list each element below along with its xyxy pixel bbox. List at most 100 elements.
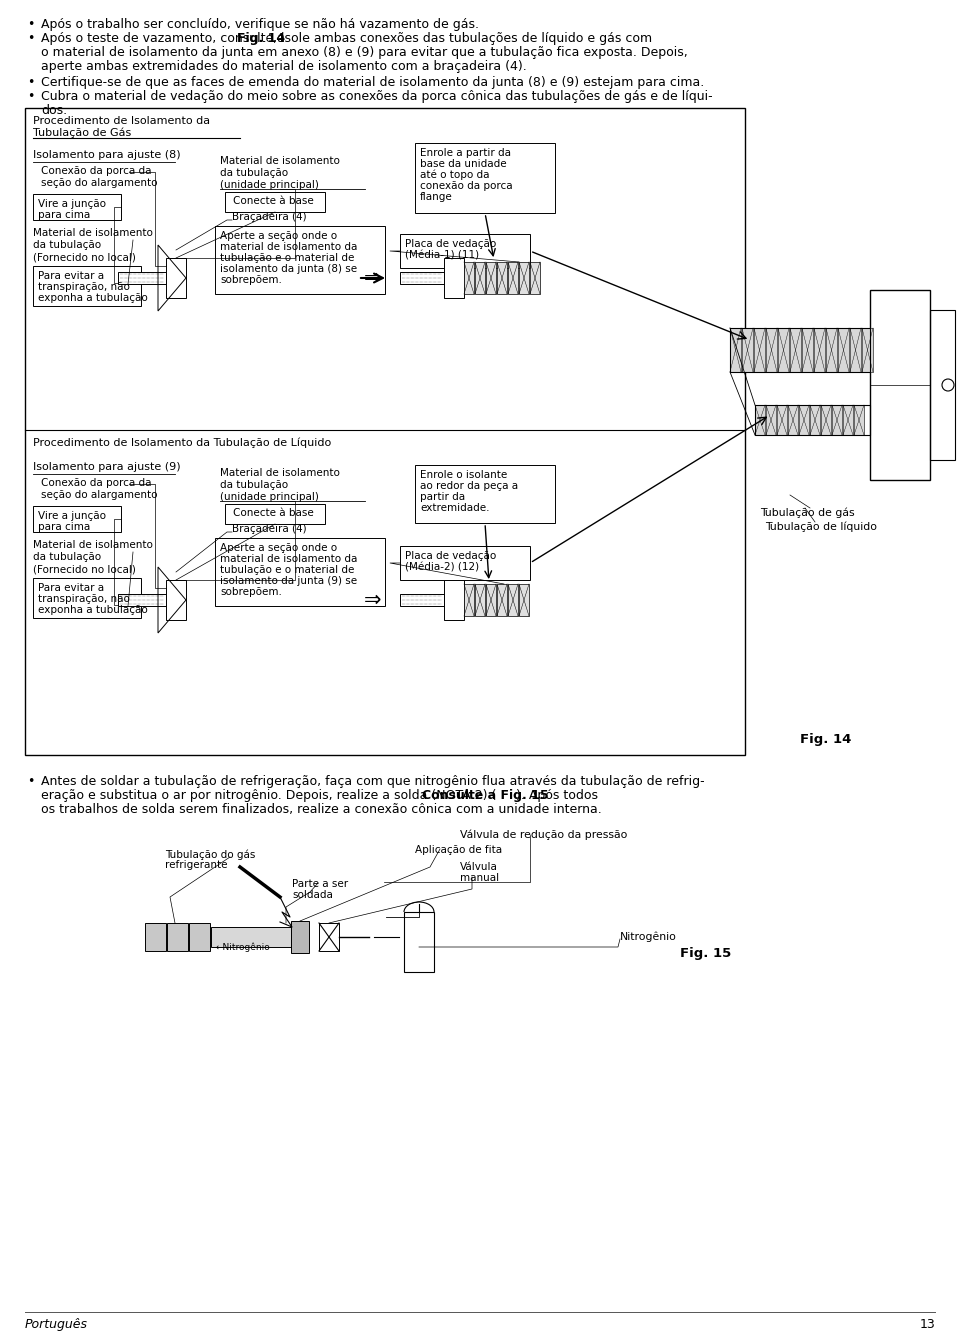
Bar [475,584,485,616]
Text: Vire a junção: Vire a junção [38,199,106,209]
Text: Aperte a seção onde o: Aperte a seção onde o [220,543,337,554]
Bar [400,272,444,284]
Text: sobrepõem.: sobrepõem. [220,587,282,598]
Bar [415,466,555,523]
Bar [854,406,864,435]
Text: Aperte a seção onde o: Aperte a seção onde o [220,231,337,241]
Text: Válvula: Válvula [460,862,498,872]
Bar [821,406,831,435]
Bar [862,328,873,372]
Text: dos.: dos. [41,104,67,117]
Text: (Fornecido no local): (Fornecido no local) [33,252,136,261]
Bar [766,328,777,372]
Text: Material de isolamento: Material de isolamento [33,228,153,237]
Bar [826,328,837,372]
Text: partir da: partir da [420,492,466,502]
Bar [530,261,540,293]
Text: extremidade.: extremidade. [420,503,490,514]
Text: Placa de vedação: Placa de vedação [405,551,496,562]
Bar [33,265,141,305]
Bar [166,257,186,297]
Bar [788,406,798,435]
Text: da tubulação: da tubulação [33,552,101,562]
Bar [730,328,870,372]
Text: da tubulação: da tubulação [220,168,288,177]
Bar [464,261,474,293]
Text: até o topo da: até o topo da [420,169,490,180]
Bar [33,506,121,532]
Text: tubulação e o material de: tubulação e o material de [220,253,354,263]
Bar [25,108,745,755]
Bar [486,261,496,293]
Bar [508,584,518,616]
Text: material de isolamento da: material de isolamento da [220,241,357,252]
Bar [444,580,464,620]
Text: Procedimento de Isolamento da: Procedimento de Isolamento da [33,116,210,125]
Text: sobrepõem.: sobrepõem. [220,275,282,285]
Bar [225,504,325,524]
Text: Cubra o material de vedação do meio sobre as conexões da porca cônica das tubula: Cubra o material de vedação do meio sobr… [41,89,712,103]
Text: isolamento da junta (8) se: isolamento da junta (8) se [220,264,357,273]
Bar [400,546,530,580]
Text: (unidade principal): (unidade principal) [220,180,319,189]
Text: •: • [27,89,35,103]
Text: •: • [27,775,35,788]
Bar [215,225,385,293]
Bar [850,328,861,372]
Text: Conecte à base: Conecte à base [233,196,314,205]
Text: seção do alargamento: seção do alargamento [41,490,157,500]
Text: Parte a ser: Parte a ser [292,879,348,888]
Bar [754,328,765,372]
Bar [225,192,325,212]
Text: ). Após todos: ). Após todos [516,788,598,802]
Text: (unidade principal): (unidade principal) [220,492,319,502]
Bar [870,289,930,480]
Bar [742,328,753,372]
Bar [838,328,849,372]
Text: Após o teste de vazamento, consulte a: Após o teste de vazamento, consulte a [41,32,289,45]
Bar [415,143,555,213]
Bar [33,193,121,220]
Text: refrigerante: refrigerante [165,860,228,870]
Text: seção do alargamento: seção do alargamento [41,177,157,188]
Text: Fig. 15: Fig. 15 [680,947,732,960]
Bar [814,328,825,372]
Text: tubulação e o material de: tubulação e o material de [220,566,354,575]
Bar [464,584,474,616]
Text: (Média-2) (12): (Média-2) (12) [405,562,479,572]
Text: Placa de vedação: Placa de vedação [405,239,496,249]
Text: ←Nitrogênio: ←Nitrogênio [216,942,271,951]
Bar [755,406,765,435]
Text: para cima: para cima [38,209,90,220]
Bar [166,580,186,620]
Text: ao redor da peça a: ao redor da peça a [420,482,518,491]
Bar [777,406,787,435]
Bar [832,406,842,435]
Text: Antes de soldar a tubulação de refrigeração, faça com que nitrogênio flua atravé: Antes de soldar a tubulação de refrigera… [41,775,705,788]
Bar [810,406,820,435]
Text: Para evitar a: Para evitar a [38,583,104,594]
Text: Para evitar a: Para evitar a [38,271,104,281]
Text: Tubulação de líquido: Tubulação de líquido [765,522,877,532]
Bar [799,406,809,435]
Text: Conexão da porca da: Conexão da porca da [41,478,152,488]
Text: Consulte a Fig. 15: Consulte a Fig. 15 [422,788,549,802]
Text: ⇒: ⇒ [364,590,382,610]
Text: Material de isolamento: Material de isolamento [220,156,340,165]
Bar [497,584,507,616]
Text: Após o trabalho ser concluído, verifique se não há vazamento de gás.: Após o trabalho ser concluído, verifique… [41,17,479,31]
Text: manual: manual [460,872,499,883]
Text: o material de isolamento da junta em anexo (8) e (9) para evitar que a tubulação: o material de isolamento da junta em ane… [41,45,687,59]
Text: Enrole a partir da: Enrole a partir da [420,148,511,157]
Text: •: • [27,76,35,89]
Text: Conecte à base: Conecte à base [233,508,314,518]
Bar [755,406,870,435]
Bar [475,261,485,293]
Bar [118,272,166,284]
Text: eração e substitua o ar por nitrogênio. Depois, realize a solda (NOTA 2) (: eração e substitua o ar por nitrogênio. … [41,788,496,802]
Text: Tubulação de gás: Tubulação de gás [760,508,854,519]
Text: Braçadeira (4): Braçadeira (4) [232,524,306,534]
Text: flange: flange [420,192,453,201]
Bar [33,578,141,618]
Bar [189,923,210,951]
